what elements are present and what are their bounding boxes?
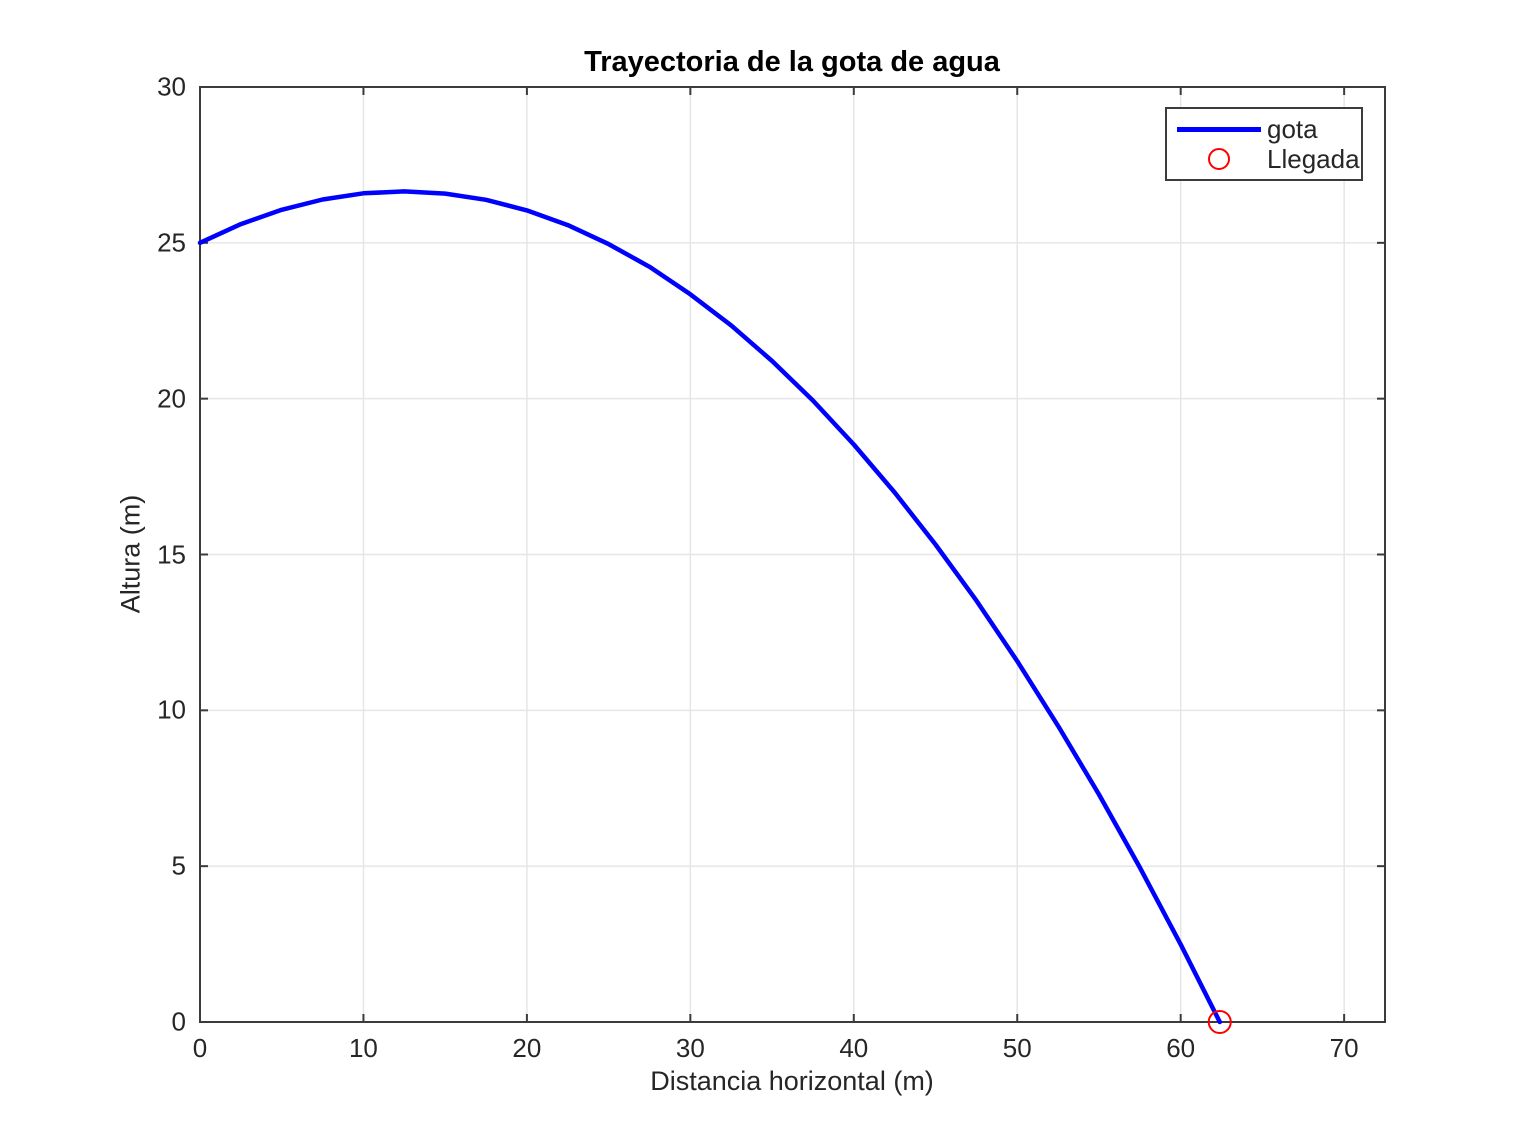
line-swatch	[1177, 126, 1261, 132]
x-tick-label: 60	[1166, 1033, 1196, 1063]
chart-title: Trayectoria de la gota de agua	[584, 46, 1000, 78]
legend: gota Llegada	[1165, 107, 1363, 181]
x-tick-label: 70	[1329, 1033, 1359, 1063]
x-tick-label: 30	[675, 1033, 705, 1063]
y-tick-label: 10	[157, 694, 186, 725]
x-tick-label: 0	[192, 1033, 208, 1063]
y-tick-label: 25	[157, 227, 186, 258]
legend-item-llegada: Llegada	[1167, 144, 1361, 174]
y-tick-label: 0	[171, 1006, 186, 1037]
open-circle-icon	[1208, 148, 1230, 170]
x-tick-label: 20	[512, 1033, 542, 1063]
legend-label-gota: gota	[1267, 113, 1318, 144]
x-tick-label: 50	[1002, 1033, 1032, 1063]
y-tick-label: 20	[157, 383, 186, 414]
legend-swatch	[1177, 148, 1261, 170]
x-tick-label: 40	[839, 1033, 869, 1063]
legend-swatch	[1177, 126, 1261, 132]
y-tick-label: 15	[157, 539, 186, 569]
y-tick-label: 5	[171, 850, 186, 881]
legend-item-gota: gota	[1167, 114, 1361, 144]
y-tick-label: 30	[157, 71, 186, 102]
x-tick-label: 10	[348, 1033, 378, 1063]
x-axis-label: Distancia horizontal (m)	[650, 1066, 934, 1096]
legend-label-llegada: Llegada	[1267, 143, 1360, 174]
series-line-gota	[197, 189, 1223, 1025]
marker-Llegada	[1207, 1010, 1232, 1034]
